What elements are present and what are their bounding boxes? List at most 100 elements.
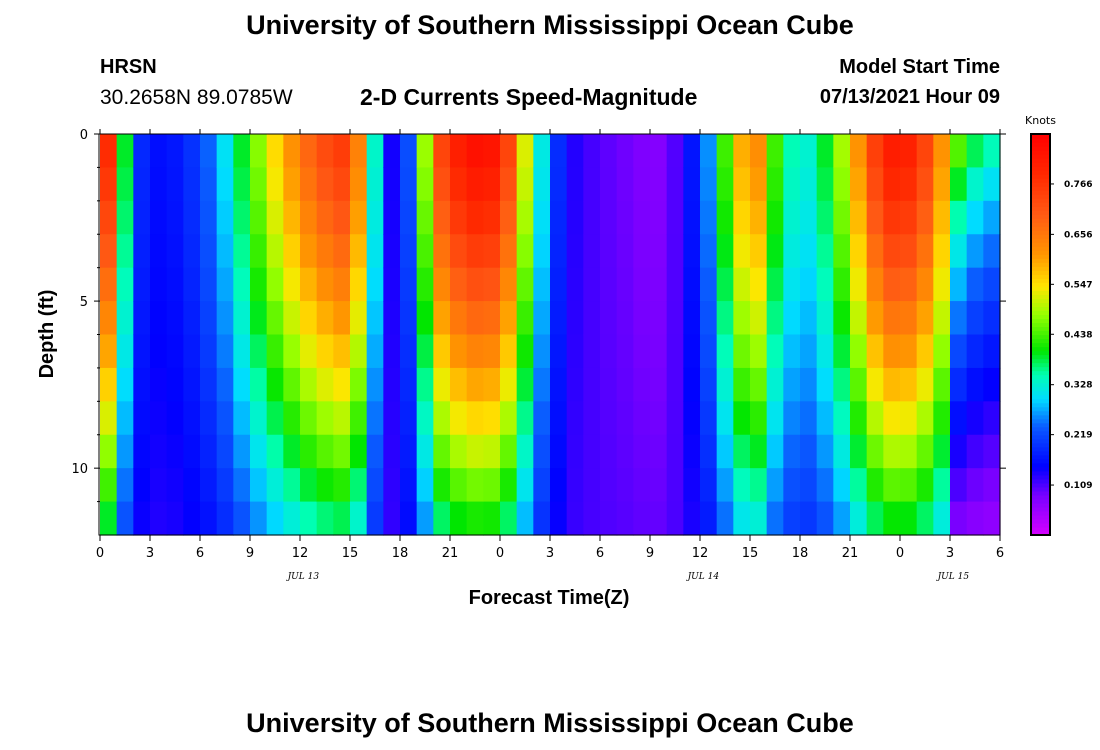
heatmap-cell — [833, 234, 851, 269]
heatmap-cell — [433, 134, 451, 169]
heatmap-cell — [250, 134, 268, 169]
colorbar-segment — [1031, 442, 1050, 448]
heatmap-cell — [750, 234, 768, 269]
heatmap-cell — [983, 167, 1001, 202]
heatmap-cell — [933, 200, 951, 235]
colorbar-tick-label: 0.219 — [1064, 431, 1092, 441]
heatmap-cell — [716, 234, 734, 269]
heatmap-cell — [133, 367, 151, 402]
heatmap-cell — [450, 267, 468, 302]
heatmap-cell — [700, 134, 718, 169]
heatmap-cell — [116, 200, 134, 235]
heatmap-cell — [366, 134, 384, 169]
heatmap-cell — [450, 334, 468, 369]
heatmap-cell — [533, 367, 551, 402]
heatmap-cell — [316, 301, 334, 336]
colorbar-segment — [1031, 182, 1050, 187]
colorbar-segment — [1031, 338, 1050, 344]
colorbar-segment — [1031, 454, 1050, 460]
heatmap-cell — [983, 234, 1001, 269]
heatmap-cell — [966, 134, 984, 169]
heatmap-cell — [283, 200, 301, 235]
heatmap-cell — [316, 167, 334, 202]
heatmap-cell — [633, 401, 651, 436]
heatmap-cell — [883, 301, 901, 336]
colorbar-segment — [1031, 294, 1050, 300]
heatmap-cell — [450, 134, 468, 169]
heatmap-cell — [283, 234, 301, 269]
heatmap-cell — [566, 134, 584, 169]
heatmap-cell — [433, 501, 451, 536]
heatmap-cell — [516, 267, 534, 302]
heatmap-cell — [350, 167, 368, 202]
heatmap-cell — [566, 367, 584, 402]
heatmap-cell — [633, 134, 651, 169]
heatmap-cell — [816, 367, 834, 402]
heatmap-cell — [200, 301, 218, 336]
heatmap-cell — [383, 200, 401, 235]
heatmap-cell — [833, 200, 851, 235]
heatmap-cell — [800, 334, 818, 369]
heatmap-cell — [933, 234, 951, 269]
heatmap-cell — [150, 234, 168, 269]
heatmap-cell — [466, 367, 484, 402]
heatmap-cell — [333, 134, 351, 169]
heatmap-cell — [366, 334, 384, 369]
heatmap-cell — [633, 301, 651, 336]
heatmap-cell — [450, 234, 468, 269]
heatmap-cell — [666, 234, 684, 269]
heatmap-cell — [400, 367, 418, 402]
heatmap-cell — [566, 501, 584, 536]
colorbar-segment — [1031, 334, 1050, 340]
heatmap-cell — [150, 301, 168, 336]
heatmap-cell — [800, 434, 818, 469]
colorbar-segment — [1031, 482, 1050, 488]
colorbar-segment — [1031, 362, 1050, 368]
heatmap-cell — [783, 501, 801, 536]
x-tick-label: 12 — [692, 546, 709, 561]
heatmap-cell — [916, 334, 934, 369]
heatmap-cell — [900, 401, 918, 436]
heatmap-cell — [216, 200, 234, 235]
colorbar-segment — [1031, 178, 1050, 183]
heatmap-cell — [750, 401, 768, 436]
heatmap-cell — [316, 434, 334, 469]
heatmap-cell — [900, 267, 918, 302]
heatmap-cell — [500, 501, 518, 536]
heatmap-cell — [466, 468, 484, 503]
colorbar-segment — [1031, 518, 1050, 524]
colorbar-segment — [1031, 410, 1050, 416]
heatmap-cell — [700, 367, 718, 402]
heatmap-cell — [133, 200, 151, 235]
heatmap-cell — [550, 167, 568, 202]
heatmap-cell — [400, 401, 418, 436]
heatmap-cell — [650, 234, 668, 269]
heatmap-cell — [516, 367, 534, 402]
heatmap-cell — [183, 367, 201, 402]
colorbar-segment — [1031, 514, 1050, 520]
heatmap-cell — [483, 267, 501, 302]
heatmap-cell — [300, 267, 318, 302]
colorbar-segment — [1031, 150, 1050, 155]
heatmap-cell — [116, 501, 134, 536]
heatmap-cell — [200, 167, 218, 202]
colorbar-segment — [1031, 326, 1050, 332]
heatmap-cell — [866, 401, 884, 436]
heatmap-cell — [166, 367, 184, 402]
heatmap-cell — [783, 401, 801, 436]
heatmap-cell — [583, 367, 601, 402]
heatmap-cell — [516, 434, 534, 469]
colorbar-segment — [1031, 162, 1050, 167]
heatmap-cell — [250, 200, 268, 235]
heatmap-cell — [766, 434, 784, 469]
heatmap-cell — [283, 267, 301, 302]
heatmap-cell — [916, 234, 934, 269]
heatmap-cell — [566, 434, 584, 469]
heatmap-cell — [583, 167, 601, 202]
heatmap-cell — [200, 434, 218, 469]
heatmap-cell — [650, 401, 668, 436]
heatmap-cell — [333, 200, 351, 235]
heatmap-cell — [816, 401, 834, 436]
heatmap-cell — [833, 167, 851, 202]
heatmap-cell — [933, 301, 951, 336]
